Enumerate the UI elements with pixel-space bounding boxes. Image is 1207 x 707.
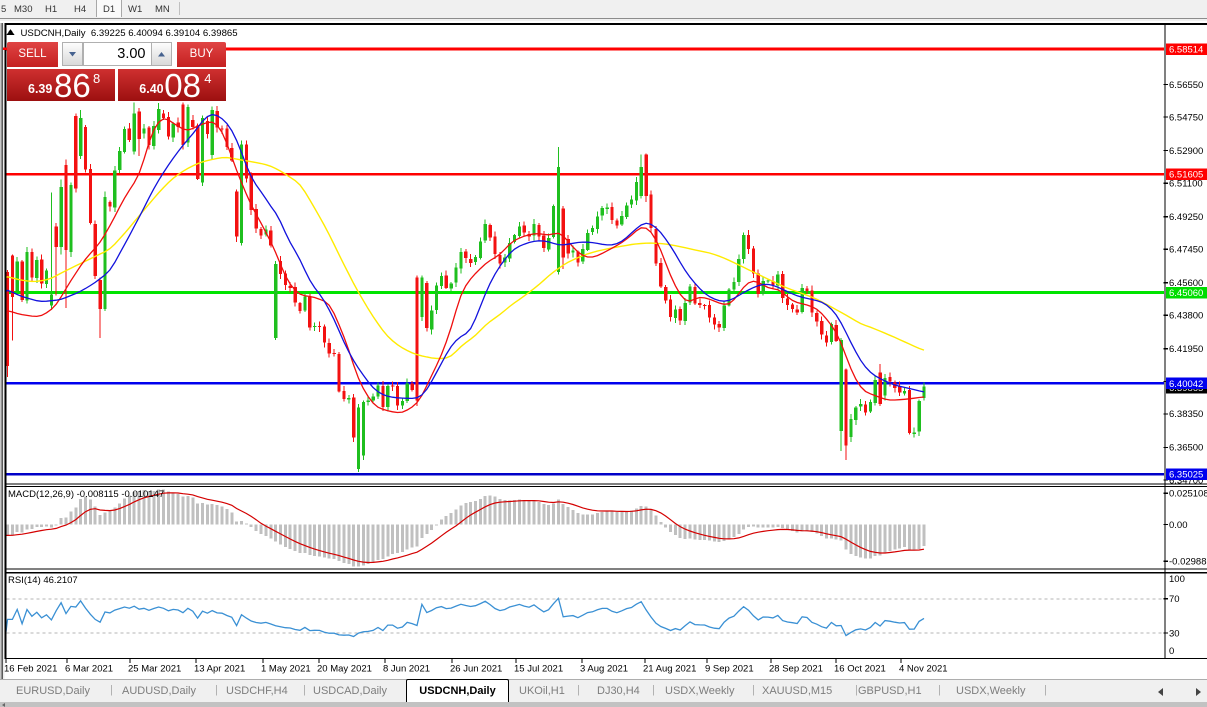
svg-text:30: 30: [1169, 628, 1180, 639]
svg-text:6.56550: 6.56550: [1169, 80, 1203, 91]
svg-text:4 Nov 2021: 4 Nov 2021: [899, 664, 948, 675]
svg-text:6.38350: 6.38350: [1169, 409, 1203, 420]
svg-text:1 May 2021: 1 May 2021: [261, 664, 311, 675]
svg-text:26 Jun 2021: 26 Jun 2021: [450, 664, 502, 675]
svg-text:25 Mar 2021: 25 Mar 2021: [128, 664, 181, 675]
svg-text:6.52900: 6.52900: [1169, 146, 1203, 157]
svg-text:RSI(14) 46.2107: RSI(14) 46.2107: [8, 575, 78, 586]
svg-text:15 Jul 2021: 15 Jul 2021: [514, 664, 563, 675]
svg-text:6.51605: 6.51605: [1169, 170, 1203, 181]
svg-text:16 Oct 2021: 16 Oct 2021: [834, 664, 886, 675]
svg-text:0.00: 0.00: [1169, 520, 1188, 531]
svg-text:6.41950: 6.41950: [1169, 344, 1203, 355]
svg-text:6.45600: 6.45600: [1169, 278, 1203, 289]
svg-text:6.49250: 6.49250: [1169, 212, 1203, 223]
svg-text:-0.029885: -0.029885: [1169, 557, 1207, 568]
svg-text:0.025108: 0.025108: [1169, 489, 1207, 500]
svg-text:20 May 2021: 20 May 2021: [317, 664, 372, 675]
svg-text:0: 0: [1169, 646, 1174, 657]
svg-text:100: 100: [1169, 574, 1185, 585]
svg-text:6.34700: 6.34700: [1169, 475, 1203, 486]
svg-text:6.40042: 6.40042: [1169, 379, 1203, 390]
svg-text:16 Feb 2021: 16 Feb 2021: [4, 664, 57, 675]
svg-text:6.47450: 6.47450: [1169, 245, 1203, 256]
svg-text:USDCNH,Daily 6.39225 6.40094: USDCNH,Daily 6.39225 6.40094 6.39104 6.3…: [21, 28, 238, 39]
svg-text:6.43800: 6.43800: [1169, 311, 1203, 322]
svg-text:21 Aug 2021: 21 Aug 2021: [643, 664, 696, 675]
svg-text:6.51100: 6.51100: [1169, 178, 1203, 189]
svg-text:8 Jun 2021: 8 Jun 2021: [383, 664, 430, 675]
svg-text:28 Sep 2021: 28 Sep 2021: [769, 664, 823, 675]
svg-text:6.58514: 6.58514: [1169, 44, 1203, 55]
svg-text:70: 70: [1169, 594, 1180, 605]
svg-text:13 Apr 2021: 13 Apr 2021: [194, 664, 245, 675]
svg-text:9 Sep 2021: 9 Sep 2021: [705, 664, 754, 675]
svg-text:6.35025: 6.35025: [1169, 470, 1203, 481]
svg-text:MACD(12,26,9) -0.008115 -0.010: MACD(12,26,9) -0.008115 -0.010147: [8, 489, 164, 500]
svg-text:6.45060: 6.45060: [1169, 288, 1203, 299]
svg-text:6 Mar 2021: 6 Mar 2021: [65, 664, 113, 675]
svg-text:6.36500: 6.36500: [1169, 443, 1203, 454]
svg-text:3 Aug 2021: 3 Aug 2021: [580, 664, 628, 675]
svg-text:6.54750: 6.54750: [1169, 112, 1203, 123]
